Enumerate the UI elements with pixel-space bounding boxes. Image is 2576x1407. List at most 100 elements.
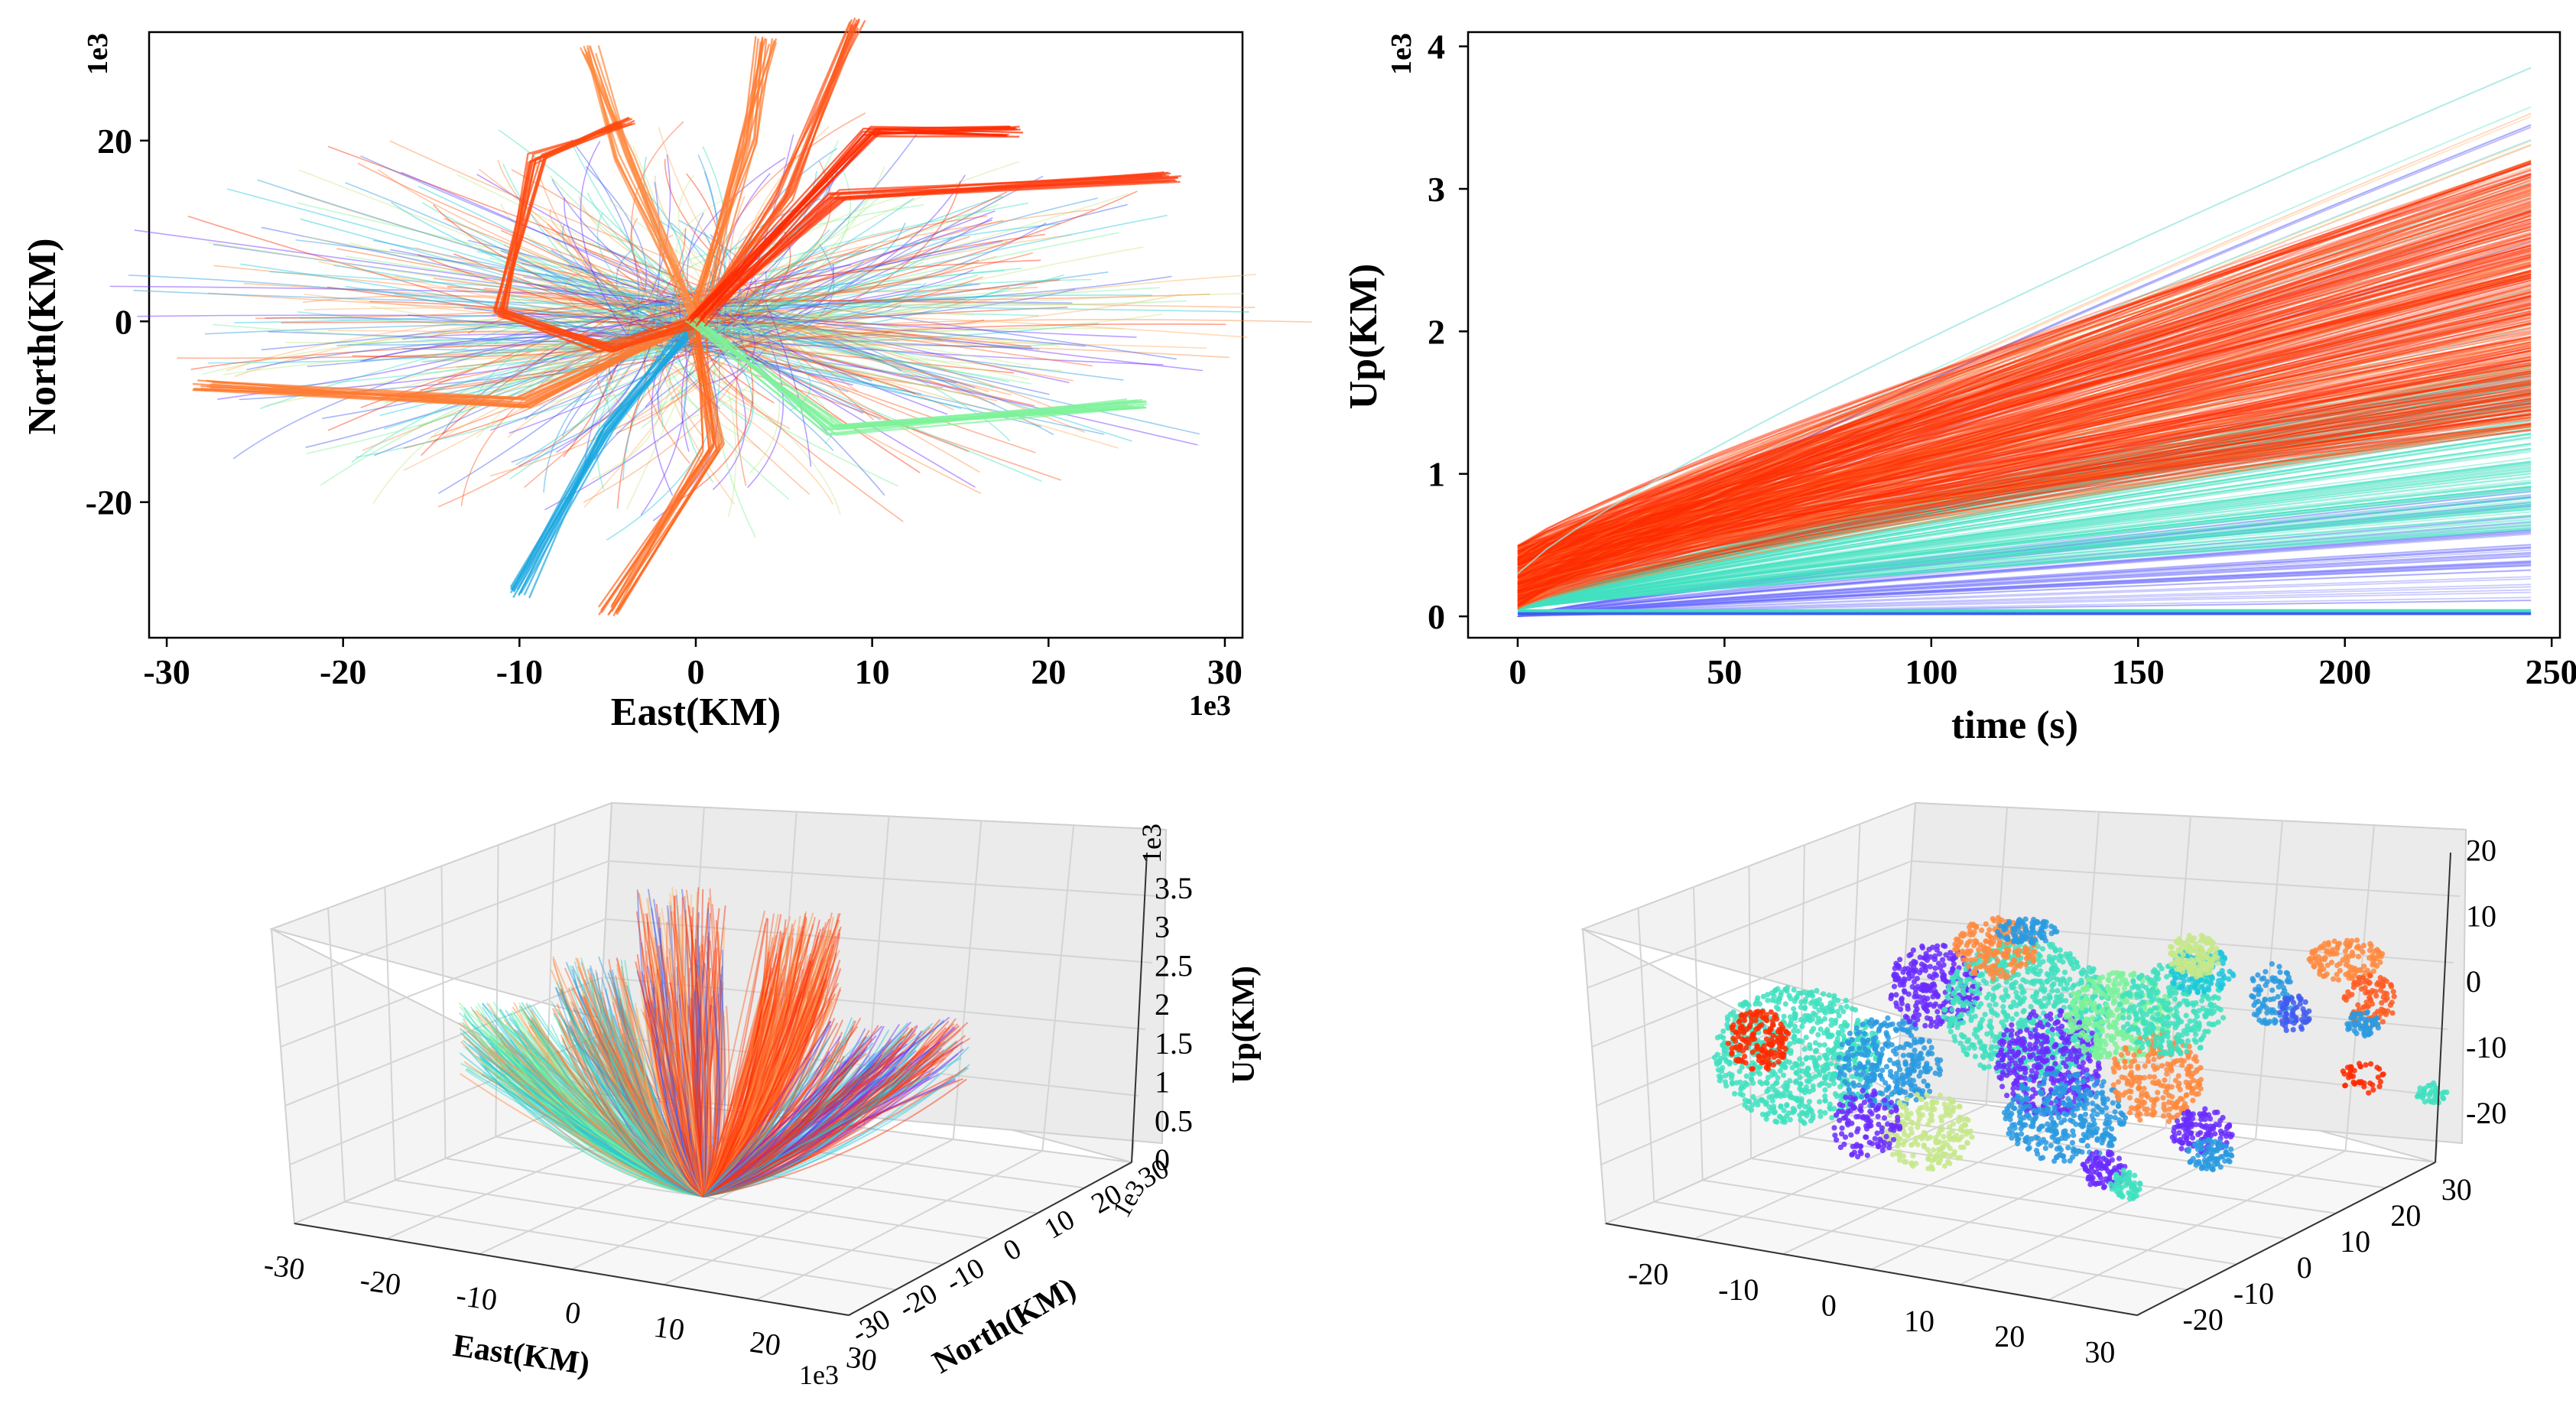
trajectory-line [463, 1012, 704, 1197]
trajectory-line [732, 344, 1230, 359]
altitude-line [1517, 400, 2532, 610]
altitude-line [1517, 248, 2532, 609]
altitude-line [1517, 408, 2532, 588]
altitude-line [1517, 226, 2532, 603]
altitude-line [1517, 270, 2532, 551]
trajectory-line [512, 1073, 704, 1197]
scatter-point [1805, 989, 1811, 996]
trajectory-line [505, 1059, 704, 1197]
altitude-line [1517, 391, 2532, 610]
scatter-point [1775, 1006, 1782, 1012]
altitude-line [1517, 352, 2532, 574]
trajectory-line [733, 276, 983, 345]
altitude-line [1517, 414, 2532, 607]
altitude-line [1517, 552, 2532, 617]
scatter-point [1917, 994, 1923, 1000]
trajectory-line [606, 309, 671, 421]
altitude-line [1517, 516, 2532, 617]
scatter-point [2035, 971, 2042, 977]
scatter-point [1929, 1051, 1935, 1057]
altitude-line [1517, 522, 2532, 617]
scatter-point [1905, 970, 1912, 976]
altitude-line [1517, 402, 2532, 610]
scatter-point [1831, 1051, 1837, 1057]
altitude-line [1517, 405, 2532, 579]
trajectory-line [269, 271, 654, 297]
altitude-line [1517, 220, 2532, 603]
route-line-south-west [511, 324, 688, 592]
altitude-line [1517, 411, 2532, 610]
altitude-line [1517, 359, 2532, 603]
altitude-line [1517, 162, 2532, 582]
scatter-point [2021, 989, 2027, 995]
scatter-point [1837, 1084, 1843, 1090]
altitude-line [1517, 192, 2532, 588]
trajectory-line [473, 301, 671, 406]
altitude-line [1517, 414, 2532, 610]
altitude-line [1517, 395, 2532, 610]
altitude-line [1517, 202, 2532, 596]
y-axis-label: Up(KM) [1342, 264, 1385, 410]
altitude-line [1517, 266, 2532, 603]
trajectory-line [651, 288, 1076, 328]
altitude-line [1517, 172, 2532, 548]
trajectory-line [593, 341, 743, 460]
scatter-point [1817, 1099, 1823, 1105]
altitude-line [1517, 356, 2532, 603]
scatter-point [2057, 953, 2063, 959]
scatter-point [1766, 1086, 1772, 1092]
scatter-point [1906, 953, 1912, 959]
altitude-line [1517, 378, 2532, 610]
altitude-line [1517, 284, 2532, 603]
altitude-line [1517, 506, 2532, 610]
altitude-line [1517, 212, 2532, 568]
trajectory-line [498, 129, 690, 318]
scatter-point [2063, 998, 2069, 1004]
altitude-line [1517, 426, 2532, 573]
altitude-line [1517, 388, 2532, 577]
altitude-line [1517, 496, 2532, 617]
altitude-line [1517, 191, 2532, 578]
altitude-line [1517, 494, 2532, 610]
trajectory-line [391, 201, 673, 329]
scatter-point [1885, 1015, 1891, 1021]
altitude-line [1517, 420, 2532, 610]
altitude-line [1517, 197, 2532, 583]
scatter-point [1903, 1074, 1909, 1080]
route-line-north-west [594, 53, 707, 320]
altitude-line [1517, 163, 2532, 564]
scatter-point [2049, 983, 2055, 989]
scatter-point [2028, 1003, 2034, 1009]
altitude-line [1517, 275, 2532, 561]
scatter-point [1960, 1019, 1967, 1025]
trajectory-line [302, 294, 710, 307]
trajectory-line [747, 323, 784, 489]
scatter-point [1894, 1084, 1900, 1090]
altitude-line [1517, 422, 2532, 588]
trajectory-line [333, 265, 632, 319]
z-offset-label: 1e3 [1136, 824, 1167, 863]
scatter-point [2069, 961, 2075, 967]
altitude-line [1517, 275, 2532, 552]
altitude-line [1517, 356, 2532, 556]
scatter-point [1905, 1002, 1911, 1009]
scatter-point [2063, 1064, 2069, 1070]
trajectory-line [564, 197, 642, 321]
trajectory-line [369, 301, 647, 323]
altitude-line [1517, 368, 2532, 576]
scatter-point [1739, 1064, 1745, 1071]
trajectory-line [378, 169, 647, 299]
trajectory-line [715, 337, 879, 387]
scatter-point [1974, 983, 1980, 989]
altitude-line [1517, 531, 2532, 617]
trajectory-line [460, 1062, 704, 1197]
altitude-line [1517, 295, 2532, 592]
trajectory-line [524, 1047, 704, 1197]
scatter-point [1794, 1063, 1801, 1069]
scatter-point [2004, 1093, 2010, 1099]
trajectory-line [520, 1006, 704, 1197]
scatter-point [1944, 993, 1951, 999]
altitude-line [1517, 336, 2532, 579]
altitude-line [1517, 228, 2532, 554]
route-line-north [703, 38, 759, 324]
